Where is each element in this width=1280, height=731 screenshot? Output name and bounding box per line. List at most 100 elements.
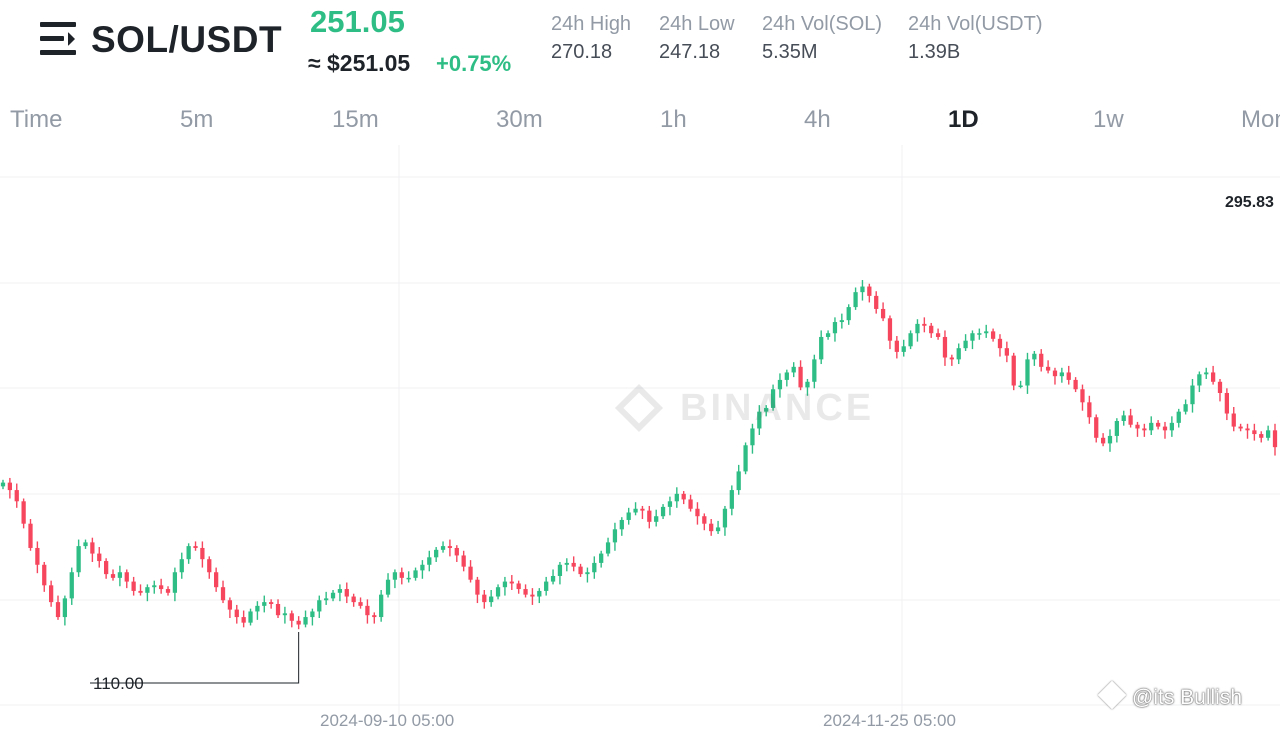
tab-1w[interactable]: 1w [1093, 106, 1124, 133]
tab-4h[interactable]: 4h [804, 106, 831, 133]
stat-value: 5.35M [762, 41, 818, 63]
candle-body [227, 600, 233, 610]
candle-body [0, 482, 6, 487]
stat-24h-high: 24h High 270.18 [551, 13, 631, 64]
candle-body [117, 572, 123, 578]
candle [193, 541, 198, 551]
candle-body [179, 559, 184, 573]
candle [475, 576, 480, 604]
candle [1252, 423, 1257, 441]
candle-body [1155, 422, 1161, 427]
candle-body [310, 611, 315, 618]
candle [516, 580, 521, 594]
candle [172, 567, 178, 602]
candle [145, 584, 150, 602]
tab-1h[interactable]: 1h [660, 106, 687, 133]
candle [901, 339, 906, 357]
candle [1018, 380, 1023, 389]
candle-body [165, 589, 171, 593]
stat-24h-low: 24h Low 247.18 [659, 13, 735, 64]
tab-1d[interactable]: 1D [948, 106, 979, 133]
candle [1210, 365, 1216, 385]
candle-body [262, 602, 267, 606]
candle [860, 280, 865, 301]
candle-body [791, 366, 796, 373]
candle [220, 580, 226, 604]
diamond-logo-icon [1097, 680, 1127, 710]
menu-lines-icon[interactable] [40, 22, 76, 56]
candle [1259, 431, 1264, 443]
candle-body [138, 590, 143, 593]
x-axis-date-label: 2024-11-25 05:00 [823, 711, 956, 730]
candle-body [970, 333, 975, 341]
candle-body [935, 333, 941, 337]
candle-body [1128, 415, 1133, 425]
candle-body [427, 557, 432, 565]
candle [805, 378, 810, 396]
candle [124, 569, 129, 589]
candle-body [839, 320, 844, 323]
candle-body [860, 286, 865, 293]
candle [440, 541, 446, 553]
candle [303, 610, 308, 628]
candle-body [220, 587, 226, 601]
candle-body [42, 564, 47, 586]
candle [977, 328, 982, 340]
candle [942, 330, 948, 366]
chart-canvas[interactable] [0, 145, 1280, 720]
trading-pair-title[interactable]: SOL/USDT [91, 19, 283, 60]
candle [454, 545, 459, 562]
candle-body [124, 572, 129, 582]
tab-month[interactable]: Mon [1241, 106, 1280, 133]
candle-body [640, 508, 645, 511]
candlestick-chart[interactable]: BINANCE 295.83 110.00 2024-09-10 05:00 2… [0, 145, 1280, 730]
tab-5m[interactable]: 5m [180, 106, 214, 133]
candle [791, 362, 796, 378]
candle [406, 571, 411, 583]
candle [619, 517, 624, 536]
candle-body [1224, 392, 1230, 414]
candle-body [681, 493, 686, 500]
candle [1149, 416, 1154, 436]
candle [1224, 388, 1230, 421]
candle-body [392, 572, 398, 580]
candle [14, 483, 19, 508]
candle [523, 584, 528, 598]
credit-text: @its Bullish [1132, 686, 1243, 709]
candle [715, 520, 721, 534]
candle [729, 485, 734, 516]
tab-time[interactable]: Time [10, 106, 63, 133]
candle [1059, 367, 1064, 383]
tab-30m[interactable]: 30m [496, 106, 543, 133]
candle [28, 519, 33, 551]
candle-body [1025, 359, 1030, 386]
candle [784, 369, 789, 387]
candle [612, 522, 618, 551]
candle [1052, 367, 1058, 385]
candle [200, 541, 205, 568]
candle-body [1149, 422, 1154, 431]
candle-body [330, 592, 336, 599]
candle [537, 588, 542, 604]
candle-body [255, 605, 260, 612]
candle-body [674, 493, 679, 502]
candle [880, 302, 886, 322]
candle [179, 552, 184, 579]
candle-body [21, 501, 26, 524]
candle-body [200, 547, 205, 560]
candle-body [709, 523, 714, 532]
candle-body [1045, 366, 1051, 371]
candle [750, 423, 755, 454]
tab-15m[interactable]: 15m [332, 106, 379, 133]
candle [922, 317, 927, 333]
candle-body [468, 566, 473, 580]
candle [736, 464, 741, 495]
candle [489, 589, 494, 607]
candle [76, 539, 81, 577]
candle-body [901, 346, 906, 352]
binance-watermark: BINANCE [614, 383, 880, 433]
candle [138, 584, 143, 596]
candle-body [777, 379, 783, 390]
candle [1183, 399, 1188, 415]
candle-body [509, 581, 514, 584]
